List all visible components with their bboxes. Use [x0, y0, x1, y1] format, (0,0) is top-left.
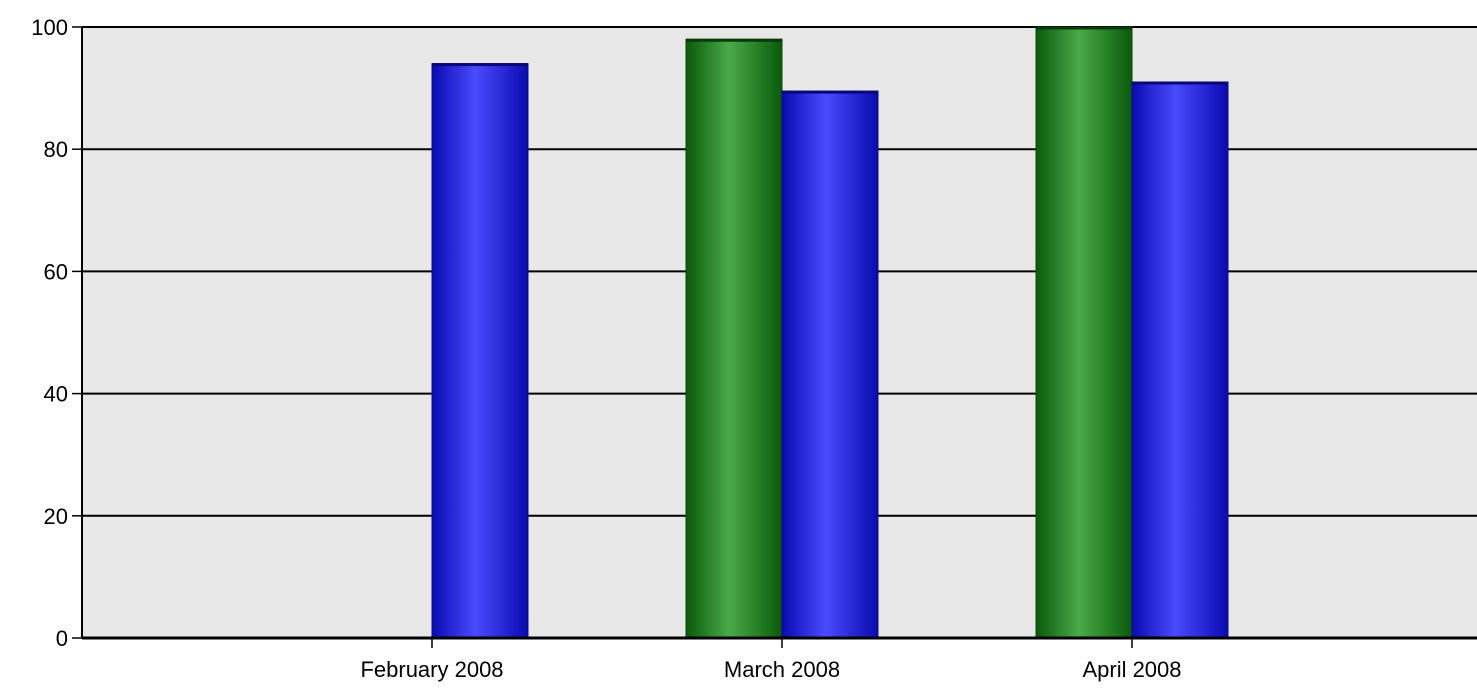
y-tick-label: 0 — [56, 626, 68, 651]
bar-series-1-1 — [685, 38, 783, 639]
axes — [72, 26, 1477, 648]
bar-series-2-0 — [431, 63, 529, 639]
y-tick-label: 60 — [44, 259, 68, 284]
y-tick-label: 100 — [31, 15, 68, 40]
y-tick-label: 20 — [44, 504, 68, 529]
x-tick-label: February 2008 — [360, 657, 503, 682]
y-tick-label: 80 — [44, 137, 68, 162]
bar-series-2-2 — [1131, 81, 1229, 639]
bar-series-1-2 — [1035, 26, 1133, 639]
labels: 0 20 40 60 80 100 February 2008 March 2008 April… — [31, 15, 1181, 682]
x-tick-label: March 2008 — [724, 657, 840, 682]
y-tick-label: 40 — [44, 382, 68, 407]
x-tick-label: April 2008 — [1082, 657, 1181, 682]
bar-series-2-1 — [781, 90, 879, 639]
